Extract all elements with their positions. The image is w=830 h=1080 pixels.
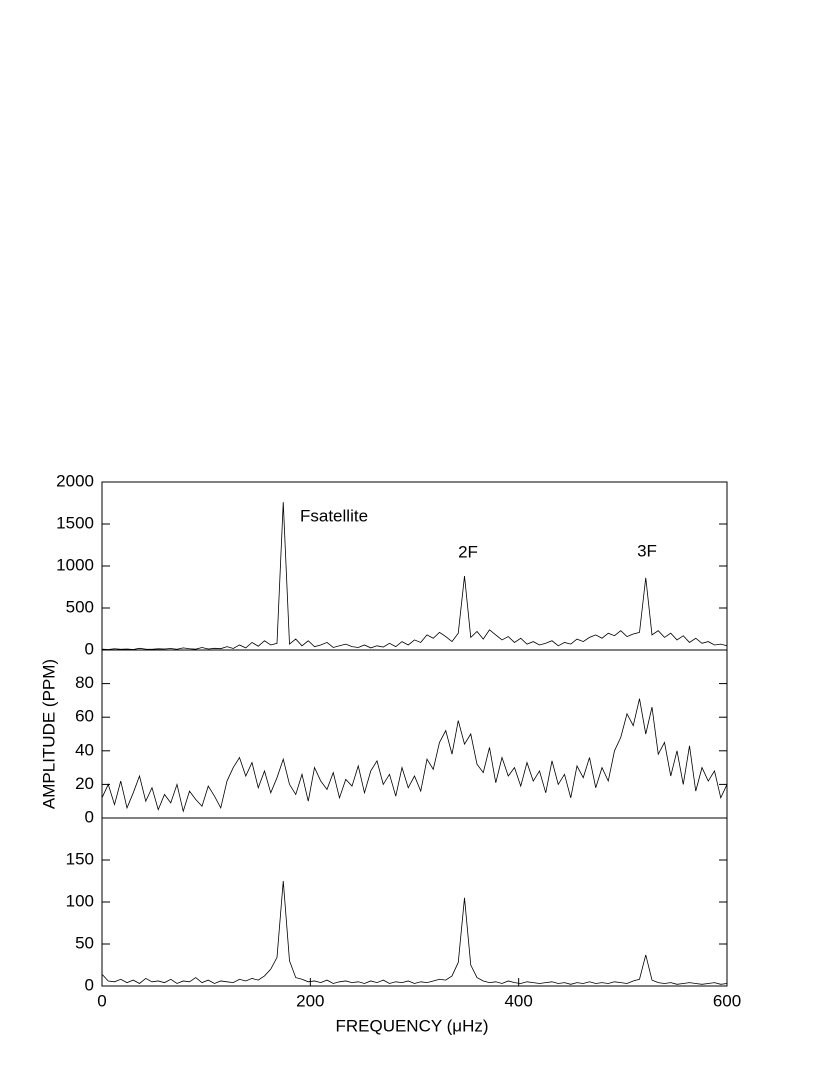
y-tick-label: 0 bbox=[85, 975, 94, 994]
y-tick-label: 500 bbox=[66, 597, 94, 616]
y-tick-label: 80 bbox=[75, 673, 94, 692]
x-tick-label: 200 bbox=[296, 991, 324, 1010]
y-tick-label: 0 bbox=[85, 639, 94, 658]
annotation: 3F bbox=[637, 541, 657, 560]
annotation: Fsatellite bbox=[300, 506, 368, 525]
y-tick-label: 150 bbox=[66, 849, 94, 868]
y-tick-label: 0 bbox=[85, 807, 94, 826]
x-tick-label: 600 bbox=[713, 991, 741, 1010]
x-tick-label: 0 bbox=[97, 991, 106, 1010]
spectrum-line bbox=[101, 502, 728, 650]
y-tick-label: 1000 bbox=[56, 555, 94, 574]
spectrum-line bbox=[101, 698, 728, 813]
annotation: 2F bbox=[458, 542, 478, 561]
y-tick-label: 1500 bbox=[56, 513, 94, 532]
y-tick-label: 100 bbox=[66, 891, 94, 910]
x-tick-label: 400 bbox=[504, 991, 532, 1010]
panel-frame bbox=[101, 649, 728, 819]
x-axis-label: FREQUENCY (μHz) bbox=[335, 1016, 488, 1035]
y-tick-label: 60 bbox=[75, 707, 94, 726]
y-tick-label: 2000 bbox=[56, 471, 94, 490]
spectrum-line bbox=[101, 880, 728, 985]
panel-frame bbox=[101, 817, 728, 987]
y-tick-label: 40 bbox=[75, 740, 94, 759]
y-axis-label: AMPLITUDE (PPM) bbox=[39, 659, 58, 809]
y-tick-label: 20 bbox=[75, 774, 94, 793]
panel-frame bbox=[101, 481, 728, 651]
y-tick-label: 50 bbox=[75, 933, 94, 952]
